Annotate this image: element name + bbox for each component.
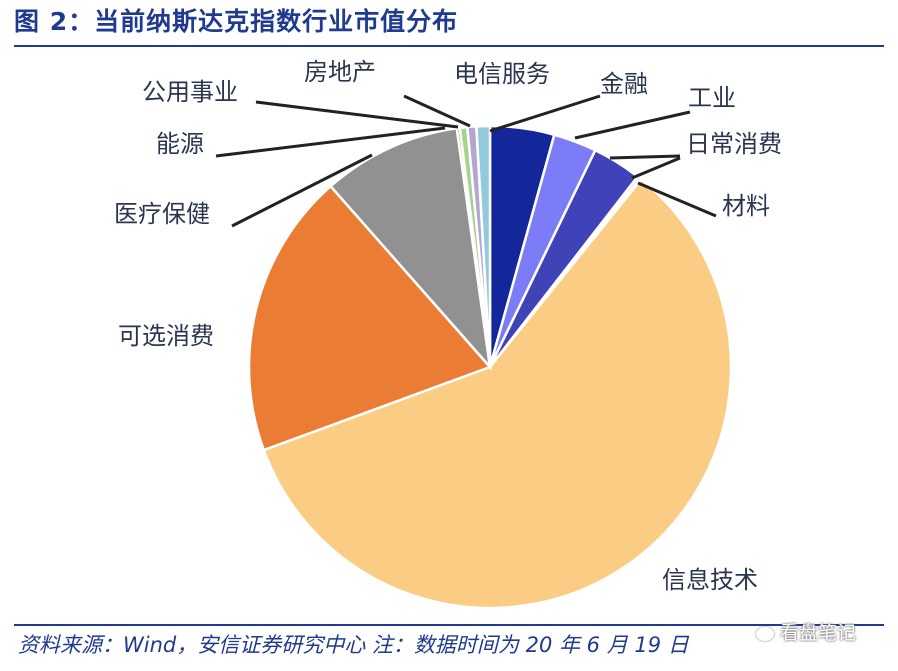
title-rule xyxy=(14,45,884,47)
pie-slice xyxy=(247,184,493,452)
footer-rule xyxy=(14,624,884,626)
leader-line xyxy=(609,154,681,160)
slice-label: 房地产 xyxy=(304,58,376,86)
figure-title: 图 2：当前纳斯达克指数行业市值分布 xyxy=(14,7,459,36)
slice-label: 工业 xyxy=(688,84,736,112)
leader-line xyxy=(231,153,373,228)
source-note: 资料来源：Wind，安信证券研究中心 注：数据时间为 20 年 6 月 19 日 xyxy=(18,633,689,657)
slice-label: 信息技术 xyxy=(662,566,758,594)
leader-line xyxy=(637,181,717,218)
leader-line xyxy=(489,94,601,133)
slice-label: 日常消费 xyxy=(686,130,782,158)
pie-slice xyxy=(475,124,492,368)
slice-label: 公用事业 xyxy=(142,78,238,106)
pie-slice xyxy=(328,126,492,371)
slice-label: 医疗保健 xyxy=(114,200,210,228)
pie-slices xyxy=(247,124,733,610)
slice-label: 电信服务 xyxy=(454,60,550,88)
leader-line xyxy=(631,156,681,180)
slice-label: 能源 xyxy=(156,130,204,158)
leader-line xyxy=(403,94,471,128)
leader-line xyxy=(215,126,446,158)
slice-label: 金融 xyxy=(600,70,648,98)
wechat-logo-icon xyxy=(756,626,774,641)
slice-labels: 电信服务 金融工业日常消费材料信息技术 可选消费 医疗保健 能源 公用事业 房地产 xyxy=(114,58,782,594)
watermark-text: 看盘笔记 xyxy=(780,622,857,644)
slice-label: 材料 xyxy=(722,192,770,220)
slice-label: 可选消费 xyxy=(118,322,214,350)
leader-lines xyxy=(215,94,717,228)
watermark: 看盘笔记 xyxy=(756,616,856,650)
leader-line xyxy=(574,110,691,140)
pie-slice xyxy=(262,177,733,610)
leader-line xyxy=(255,100,459,129)
